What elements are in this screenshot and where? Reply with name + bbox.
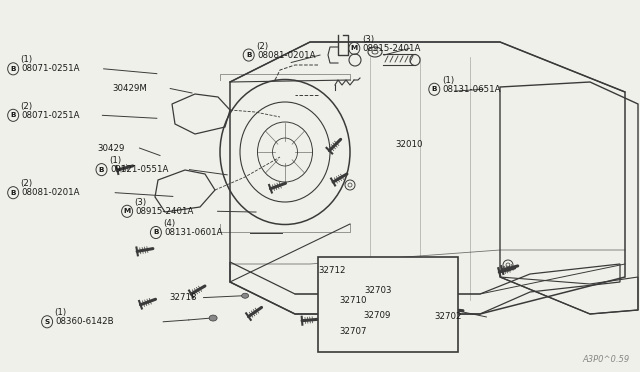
Text: B: B xyxy=(431,86,437,92)
Text: (1): (1) xyxy=(20,55,33,64)
Ellipse shape xyxy=(209,315,217,321)
Text: 32709: 32709 xyxy=(364,311,391,320)
Text: 08081-0201A: 08081-0201A xyxy=(257,51,316,60)
Text: 30429M: 30429M xyxy=(112,84,147,93)
Text: 32712: 32712 xyxy=(318,266,346,275)
Text: 32707: 32707 xyxy=(339,327,367,336)
Text: M: M xyxy=(124,208,131,214)
Text: (1): (1) xyxy=(54,308,67,317)
Text: A3P0^0.59: A3P0^0.59 xyxy=(583,355,630,364)
Text: 30429: 30429 xyxy=(97,144,125,153)
Text: 08081-0201A: 08081-0201A xyxy=(22,188,80,197)
Text: (4): (4) xyxy=(163,219,175,228)
Text: (1): (1) xyxy=(442,76,454,85)
Text: B: B xyxy=(10,66,16,72)
Text: 08360-6142B: 08360-6142B xyxy=(56,317,114,326)
Text: (1): (1) xyxy=(109,156,121,165)
Text: 08915-2401A: 08915-2401A xyxy=(363,44,421,53)
Text: B: B xyxy=(246,52,252,58)
Text: S: S xyxy=(44,319,50,325)
Text: 32710: 32710 xyxy=(339,296,367,305)
Text: 08131-0651A: 08131-0651A xyxy=(443,85,501,94)
Text: B: B xyxy=(10,190,16,196)
Text: B: B xyxy=(153,230,159,235)
Text: 32718: 32718 xyxy=(170,293,197,302)
Text: 32010: 32010 xyxy=(396,140,423,149)
Text: (3): (3) xyxy=(134,198,147,207)
Bar xyxy=(318,257,458,352)
Text: 09121-0551A: 09121-0551A xyxy=(110,165,168,174)
Ellipse shape xyxy=(242,293,248,298)
Text: 08131-0601A: 08131-0601A xyxy=(164,228,223,237)
Text: M: M xyxy=(351,45,358,51)
Text: (3): (3) xyxy=(362,35,374,44)
Text: 08071-0251A: 08071-0251A xyxy=(22,111,80,120)
Text: (2): (2) xyxy=(20,102,33,111)
Text: 08915-2401A: 08915-2401A xyxy=(136,207,194,216)
Text: 32702: 32702 xyxy=(434,312,461,321)
Text: (2): (2) xyxy=(20,179,33,188)
Text: 08071-0251A: 08071-0251A xyxy=(22,64,80,73)
Text: (2): (2) xyxy=(256,42,268,51)
Text: B: B xyxy=(99,167,104,173)
Text: B: B xyxy=(10,112,16,118)
Text: 32703: 32703 xyxy=(365,286,392,295)
